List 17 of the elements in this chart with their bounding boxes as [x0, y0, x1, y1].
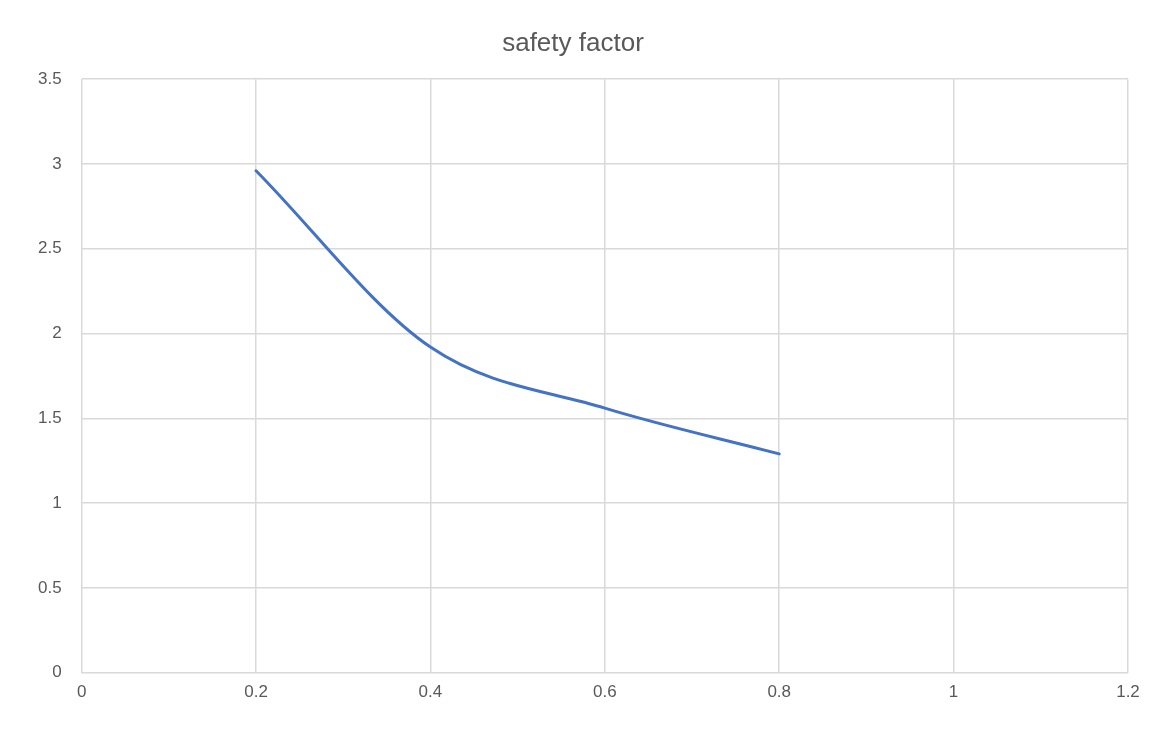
y-tick-label: 2 [52, 323, 62, 343]
x-tick-label: 1.2 [1116, 682, 1140, 702]
chart-title: safety factor [502, 26, 645, 57]
line-series [254, 169, 781, 456]
x-tick-label: 0.2 [244, 682, 268, 702]
y-tick-label: 3 [52, 153, 62, 173]
x-tick-label: 1 [948, 682, 959, 702]
y-tick-label: 0.5 [37, 577, 62, 597]
x-tick-label: 0.4 [418, 682, 443, 702]
x-tick-label: 0 [76, 682, 87, 702]
y-tick-label: 2.5 [37, 238, 62, 258]
y-tick-label: 3.5 [37, 68, 62, 88]
y-tick-label: 0 [52, 662, 62, 682]
x-tick-label: 0.6 [593, 682, 617, 702]
y-tick-label: 1.5 [37, 407, 62, 427]
x-tick-label: 0.8 [767, 682, 792, 702]
y-tick-label: 1 [52, 492, 62, 512]
